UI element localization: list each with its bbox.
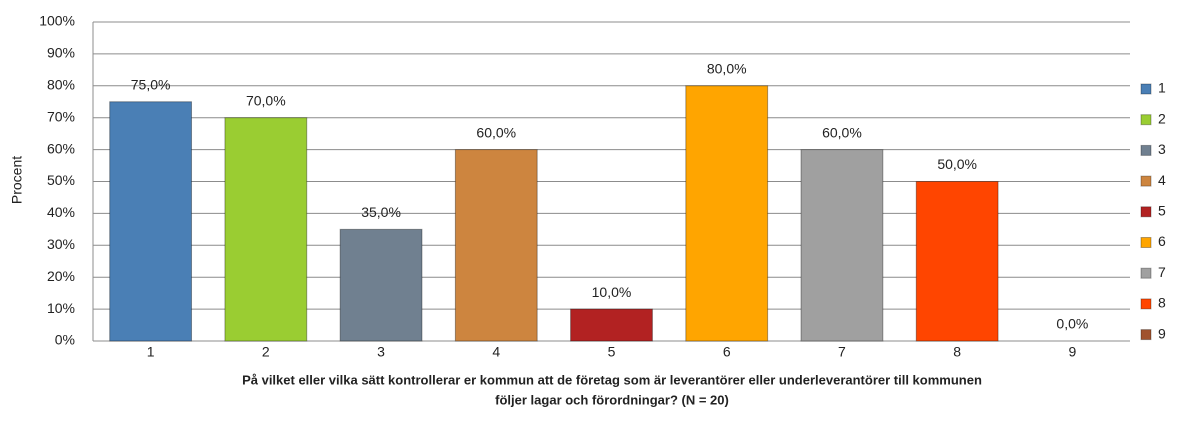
x-tick-label: 1 — [147, 344, 155, 360]
data-label: 35,0% — [361, 204, 401, 220]
y-axis-label: Procent — [9, 156, 25, 204]
legend-label: 6 — [1158, 233, 1166, 249]
y-tick-label: 60% — [47, 140, 75, 156]
data-label: 10,0% — [592, 284, 632, 300]
legend-swatch — [1140, 329, 1152, 341]
y-tick-label: 50% — [47, 172, 75, 188]
legend-label: 2 — [1158, 110, 1166, 126]
bar — [915, 181, 999, 342]
data-label: 60,0% — [476, 124, 516, 140]
legend-label: 9 — [1158, 325, 1166, 341]
x-tick-label: 2 — [262, 344, 270, 360]
y-tick-label: 90% — [47, 45, 75, 61]
x-axis-label: följer lagar och förordningar? (N = 20) — [495, 392, 729, 407]
data-label: 75,0% — [131, 76, 171, 92]
bar — [109, 101, 193, 342]
y-tick-label: 30% — [47, 236, 75, 252]
legend-label: 3 — [1158, 141, 1166, 157]
data-label: 0,0% — [1056, 316, 1088, 332]
legend-swatch — [1140, 175, 1152, 187]
y-tick-label: 70% — [47, 108, 75, 124]
legend-swatch — [1140, 298, 1152, 310]
y-tick-label: 10% — [47, 300, 75, 316]
y-tick-label: 100% — [39, 13, 75, 29]
data-label: 70,0% — [246, 92, 286, 108]
legend-label: 8 — [1158, 295, 1166, 311]
bar — [339, 228, 423, 342]
y-tick-label: 40% — [47, 204, 75, 220]
legend-swatch — [1140, 267, 1152, 279]
legend-label: 1 — [1158, 80, 1166, 96]
x-tick-label: 4 — [492, 344, 500, 360]
y-tick-label: 80% — [47, 77, 75, 93]
legend-swatch — [1140, 114, 1152, 126]
data-label: 80,0% — [707, 61, 747, 77]
x-axis-label: På vilket eller vilka sätt kontrollerar … — [242, 372, 982, 387]
x-tick-label: 5 — [608, 344, 616, 360]
legend-swatch — [1140, 237, 1152, 248]
bar — [685, 85, 769, 342]
legend-label: 7 — [1158, 264, 1166, 280]
bar — [224, 117, 308, 342]
y-tick-label: 0% — [55, 332, 75, 348]
x-tick-label: 6 — [723, 344, 731, 360]
legend-label: 4 — [1158, 172, 1166, 188]
legend-swatch — [1140, 83, 1152, 95]
x-tick-label: 8 — [953, 344, 961, 360]
legend-label: 5 — [1158, 203, 1166, 219]
bar — [570, 308, 653, 342]
data-label: 60,0% — [822, 124, 862, 140]
bar — [800, 149, 884, 342]
data-label: 50,0% — [937, 156, 977, 172]
y-tick-label: 20% — [47, 268, 75, 284]
x-tick-label: 3 — [377, 344, 385, 360]
bar — [454, 149, 538, 342]
legend-swatch — [1140, 144, 1152, 156]
x-tick-label: 9 — [1068, 344, 1076, 360]
x-tick-label: 7 — [838, 344, 846, 360]
legend-swatch — [1140, 206, 1152, 218]
